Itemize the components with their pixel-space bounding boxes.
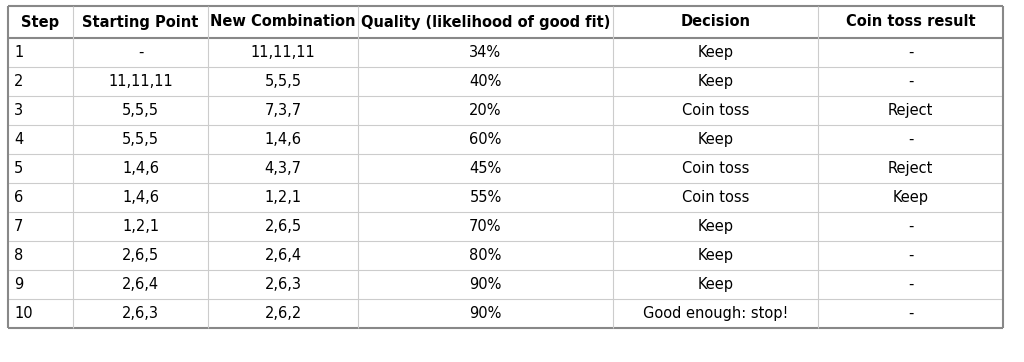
Text: 2,6,3: 2,6,3: [122, 306, 159, 321]
Text: 2,6,4: 2,6,4: [264, 248, 301, 263]
Text: 1,4,6: 1,4,6: [122, 161, 159, 176]
Text: -: -: [908, 74, 913, 89]
Text: 5,5,5: 5,5,5: [122, 132, 159, 147]
Text: 7: 7: [14, 219, 24, 234]
Text: 40%: 40%: [469, 74, 502, 89]
Text: Keep: Keep: [697, 45, 733, 60]
Text: 70%: 70%: [469, 219, 502, 234]
Text: 1,2,1: 1,2,1: [122, 219, 159, 234]
Text: Reject: Reject: [888, 161, 933, 176]
Text: 4: 4: [14, 132, 24, 147]
Text: 90%: 90%: [469, 306, 502, 321]
Text: Decision: Decision: [681, 14, 751, 29]
Text: -: -: [138, 45, 143, 60]
Text: 4,3,7: 4,3,7: [264, 161, 301, 176]
Text: Keep: Keep: [893, 190, 929, 205]
Text: -: -: [908, 219, 913, 234]
Text: Good enough: stop!: Good enough: stop!: [643, 306, 788, 321]
Text: 2,6,5: 2,6,5: [122, 248, 159, 263]
Text: 80%: 80%: [469, 248, 502, 263]
Text: 20%: 20%: [469, 103, 502, 118]
Text: 1,4,6: 1,4,6: [122, 190, 159, 205]
Text: 10: 10: [14, 306, 33, 321]
Text: New Combination: New Combination: [210, 14, 355, 29]
Text: 2,6,2: 2,6,2: [264, 306, 302, 321]
Text: 1: 1: [14, 45, 24, 60]
Text: 11,11,11: 11,11,11: [251, 45, 315, 60]
Text: 5: 5: [14, 161, 24, 176]
Text: Keep: Keep: [697, 277, 733, 292]
Text: 90%: 90%: [469, 277, 502, 292]
Text: Coin toss result: Coin toss result: [846, 14, 975, 29]
Text: 34%: 34%: [469, 45, 502, 60]
Text: Coin toss: Coin toss: [682, 190, 750, 205]
Text: Starting Point: Starting Point: [82, 14, 199, 29]
Text: 9: 9: [14, 277, 24, 292]
Text: 2: 2: [14, 74, 24, 89]
Text: Keep: Keep: [697, 219, 733, 234]
Text: 2,6,3: 2,6,3: [264, 277, 301, 292]
Text: 1,4,6: 1,4,6: [264, 132, 301, 147]
Text: 11,11,11: 11,11,11: [109, 74, 173, 89]
Text: -: -: [908, 277, 913, 292]
Text: 8: 8: [14, 248, 24, 263]
Text: Keep: Keep: [697, 132, 733, 147]
Text: 3: 3: [14, 103, 24, 118]
Text: -: -: [908, 45, 913, 60]
Text: 5,5,5: 5,5,5: [264, 74, 301, 89]
Text: 1,2,1: 1,2,1: [264, 190, 301, 205]
Text: Step: Step: [22, 14, 59, 29]
Text: -: -: [908, 306, 913, 321]
Text: 60%: 60%: [469, 132, 502, 147]
Text: 2,6,4: 2,6,4: [122, 277, 159, 292]
Text: 5,5,5: 5,5,5: [122, 103, 159, 118]
Text: 55%: 55%: [469, 190, 502, 205]
Text: 7,3,7: 7,3,7: [264, 103, 301, 118]
Text: Coin toss: Coin toss: [682, 161, 750, 176]
Text: -: -: [908, 132, 913, 147]
Text: 2,6,5: 2,6,5: [264, 219, 301, 234]
Text: Keep: Keep: [697, 74, 733, 89]
Text: Keep: Keep: [697, 248, 733, 263]
Text: 6: 6: [14, 190, 24, 205]
Text: Quality (likelihood of good fit): Quality (likelihood of good fit): [360, 14, 610, 29]
Text: -: -: [908, 248, 913, 263]
Text: Coin toss: Coin toss: [682, 103, 750, 118]
Text: Reject: Reject: [888, 103, 933, 118]
Text: 45%: 45%: [469, 161, 502, 176]
